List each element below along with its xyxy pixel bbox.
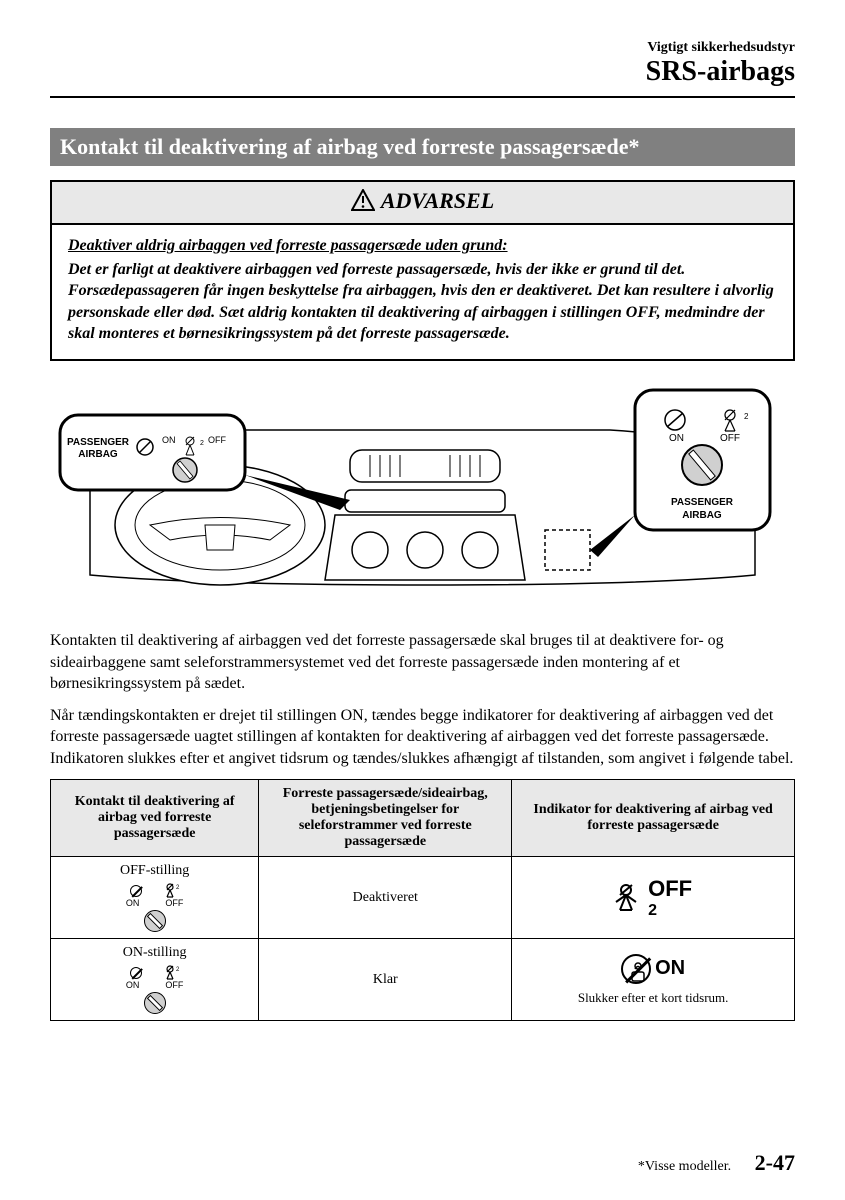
warning-body: Deaktiver aldrig airbaggen ved forreste … [52, 225, 793, 359]
svg-text:ON: ON [162, 435, 176, 445]
indicator-off-sub: 2 [648, 902, 692, 920]
switch-panel-on-icon: 2 ONOFF [126, 965, 184, 1014]
dashboard-diagram: PASSENGER AIRBAG ON 2 OFF 2 ON OFF PASSE… [50, 375, 795, 615]
table-header-1: Kontakt til deaktivering af airbag ved f… [51, 780, 259, 857]
position-label: OFF-stilling [120, 863, 189, 879]
condition-cell: Klar [259, 939, 512, 1021]
svg-text:PASSENGER: PASSENGER [671, 497, 734, 508]
svg-text:2: 2 [200, 440, 204, 447]
indicator-note: Slukker efter et kort tidsrum. [578, 990, 729, 1006]
warning-header: ADVARSEL [52, 182, 793, 225]
svg-text:AIRBAG: AIRBAG [682, 510, 722, 521]
position-label: ON-stilling [123, 945, 187, 961]
page-footer: *Visse modeller. 2-47 [50, 1150, 795, 1176]
footer-note: *Visse modeller. [638, 1159, 731, 1174]
warning-title: ADVARSEL [381, 188, 494, 213]
condition-cell: Deaktiveret [259, 857, 512, 939]
header-rule [50, 96, 795, 98]
page-number: 2-47 [755, 1150, 795, 1175]
warning-lead: Deaktiver aldrig airbaggen ved forreste … [68, 235, 777, 257]
svg-text:AIRBAG: AIRBAG [78, 449, 118, 460]
svg-text:ON: ON [669, 433, 684, 444]
warning-text: Det er farligt at deaktivere airbaggen v… [68, 261, 774, 343]
svg-text:PASSENGER: PASSENGER [67, 437, 130, 448]
svg-text:OFF: OFF [208, 435, 226, 445]
indicator-off-icon: OFF 2 [614, 876, 692, 920]
warning-triangle-icon [351, 189, 375, 217]
switch-panel-off-icon: 2 ONOFF [126, 883, 184, 932]
svg-text:2: 2 [744, 412, 749, 421]
indicator-off-label: OFF [648, 876, 692, 902]
page-header: Vigtigt sikkerhedsudstyr SRS-airbags [50, 40, 795, 88]
table-header-2: Forreste passagersæde/sideairbag, betjen… [259, 780, 512, 857]
paragraph-2: Når tændingskontakten er drejet til stil… [50, 705, 795, 770]
airbag-status-table: Kontakt til deaktivering af airbag ved f… [50, 779, 795, 1021]
table-row: ON-stilling 2 ONOFF Klar [51, 939, 795, 1021]
paragraph-1: Kontakten til deaktivering af airbaggen … [50, 630, 795, 695]
header-title: SRS-airbags [50, 56, 795, 88]
section-title: Kontakt til deaktivering af airbag ved f… [50, 128, 795, 166]
table-header-3: Indikator for deaktivering af airbag ved… [512, 780, 795, 857]
indicator-on-icon: ON [621, 954, 685, 984]
header-category: Vigtigt sikkerhedsudstyr [50, 40, 795, 56]
svg-text:2: 2 [176, 967, 180, 973]
indicator-on-label: ON [655, 957, 685, 980]
warning-box: ADVARSEL Deaktiver aldrig airbaggen ved … [50, 180, 795, 361]
svg-text:2: 2 [176, 885, 180, 891]
svg-text:OFF: OFF [720, 433, 740, 444]
table-row: OFF-stilling 2 ONOFF Deaktiveret [51, 857, 795, 939]
